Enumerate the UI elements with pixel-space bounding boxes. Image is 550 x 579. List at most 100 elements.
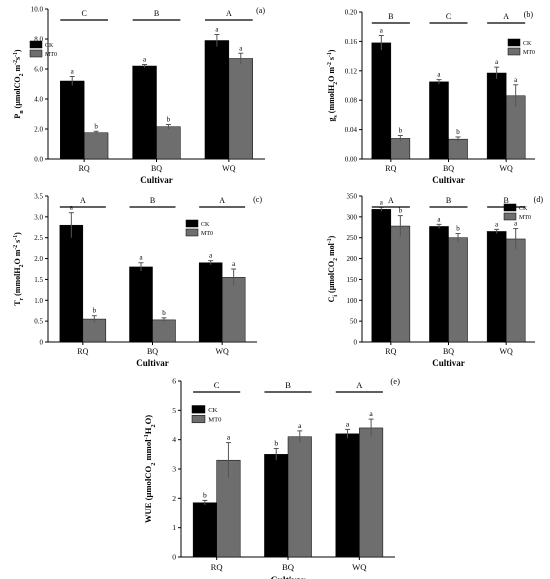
bar-ck-wq [204,40,230,160]
bar-ck-wq [198,262,223,343]
x-tick-label: BQ [443,347,454,356]
legend-label: CK [45,43,54,49]
significance-letter: a [380,198,384,206]
significance-letter: a [514,220,518,228]
significance-letter: b [399,207,403,215]
group-letter: A [503,12,509,21]
legend: CK MT0 [185,219,213,237]
bar-ck-bq [129,266,153,343]
legend-swatch-ck [507,38,521,47]
y-tick-label: 0.16 [345,38,358,46]
y-tick-label: 0.08 [345,97,358,105]
y-tick-label: 150 [347,276,358,284]
y-tick-label: 8.0 [34,36,43,44]
legend-label: CK [519,206,528,212]
y-tick-label: 0.00 [345,156,358,164]
y-axis-title: Tr (mmolH2O m-2 s-1) [13,232,25,306]
panel-label: (d) [534,195,544,204]
significance-letter: a [232,260,236,268]
y-tick-label: 1 [172,523,176,532]
significance-letter: a [495,220,499,228]
legend: CK MT0 [191,405,222,424]
significance-letter: b [274,438,278,447]
legend-swatch-mt0 [29,49,43,58]
group-letter: B [154,9,159,18]
group-letter: C [446,12,451,21]
bar-ck-rq [59,224,84,343]
y-tick-label: 6 [172,377,176,386]
y-tick-label: 6.0 [34,66,43,74]
x-axis-title: Cultivar [136,358,169,368]
significance-letter: a [143,56,147,64]
x-tick-label: WQ [352,562,367,572]
panel-label: (e) [390,376,400,386]
legend: CK MT0 [507,38,535,56]
y-tick-label: 1.0 [34,297,43,305]
group-letter: A [388,196,394,205]
legend-label: CK [523,41,532,47]
significance-letter: b [456,225,460,233]
chart-panel-1: 0.02.04.06.08.010.0RQabCBQabBWQaaACKMT0(… [13,6,265,186]
y-tick-label: 2 [172,494,176,503]
y-axis-title: Ci (μmolCO2 mol-1) [327,235,339,302]
bar-mt0-wq [221,277,246,343]
group-letter: C [81,9,86,18]
bar-mt0-wq [359,427,384,558]
significance-letter: a [514,76,518,84]
significance-letter: a [215,26,219,34]
y-tick-label: 2.5 [34,234,43,242]
x-tick-label: RQ [385,164,396,173]
bar-mt0-bq [152,319,176,343]
y-tick-label: 300 [347,213,358,221]
panel-label: (a) [256,6,265,15]
y-tick-label: 10.0 [31,6,44,14]
bar-mt0-bq [287,436,312,558]
y-tick-label: 4.0 [34,96,43,104]
legend-swatch-mt0 [191,414,206,424]
bar-mt0-wq [228,58,253,160]
x-tick-label: RQ [77,347,88,356]
bar-ck-bq [429,226,449,343]
x-axis-title: Cultivar [140,175,173,185]
bar-ck-rq [60,80,85,160]
significance-letter: a [227,433,231,442]
bar-ck-rq [192,502,217,558]
x-tick-label: WQ [500,164,514,173]
group-letter: A [356,380,363,390]
bar-ck-wq [486,72,507,160]
group-letter: B [285,380,291,390]
y-tick-label: 0.04 [345,126,358,134]
y-tick-label: 350 [347,193,358,201]
legend-swatch-ck [191,405,206,414]
bar-ck-rq [371,209,392,343]
legend-swatch-ck [29,40,43,49]
panel-label: (b) [524,10,534,19]
group-letter: C [214,380,220,390]
x-tick-label: BQ [147,347,158,356]
significance-letter: a [209,252,213,260]
significance-letter: a [239,44,243,52]
y-tick-label: 0.0 [34,156,43,164]
legend-label: CK [208,407,217,414]
significance-letter: b [162,309,166,317]
y-axis-title: gs (mmolH2O m-2 s-1) [327,49,339,121]
legend-label: MT0 [519,215,531,221]
significance-letter: a [71,68,75,76]
bar-mt0-rq [390,225,411,343]
panel-label: (c) [253,195,262,204]
significance-letter: a [139,254,143,262]
group-letter: B [503,196,508,205]
y-tick-label: 0 [40,339,44,347]
legend: CK MT0 [29,40,57,58]
x-axis-title: Cultivar [432,175,465,185]
significance-letter: b [167,116,171,124]
legend-swatch-ck [185,219,199,228]
chart-panel-3: 00.51.01.52.02.53.03.5RQabABQabBWQaaACKM… [13,193,262,369]
legend-label: CK [201,222,210,228]
x-tick-label: WQ [216,347,230,356]
group-letter: A [219,196,225,205]
bar-mt0-bq [156,126,181,160]
legend-label: MT0 [523,50,535,56]
significance-letter: b [399,126,403,134]
